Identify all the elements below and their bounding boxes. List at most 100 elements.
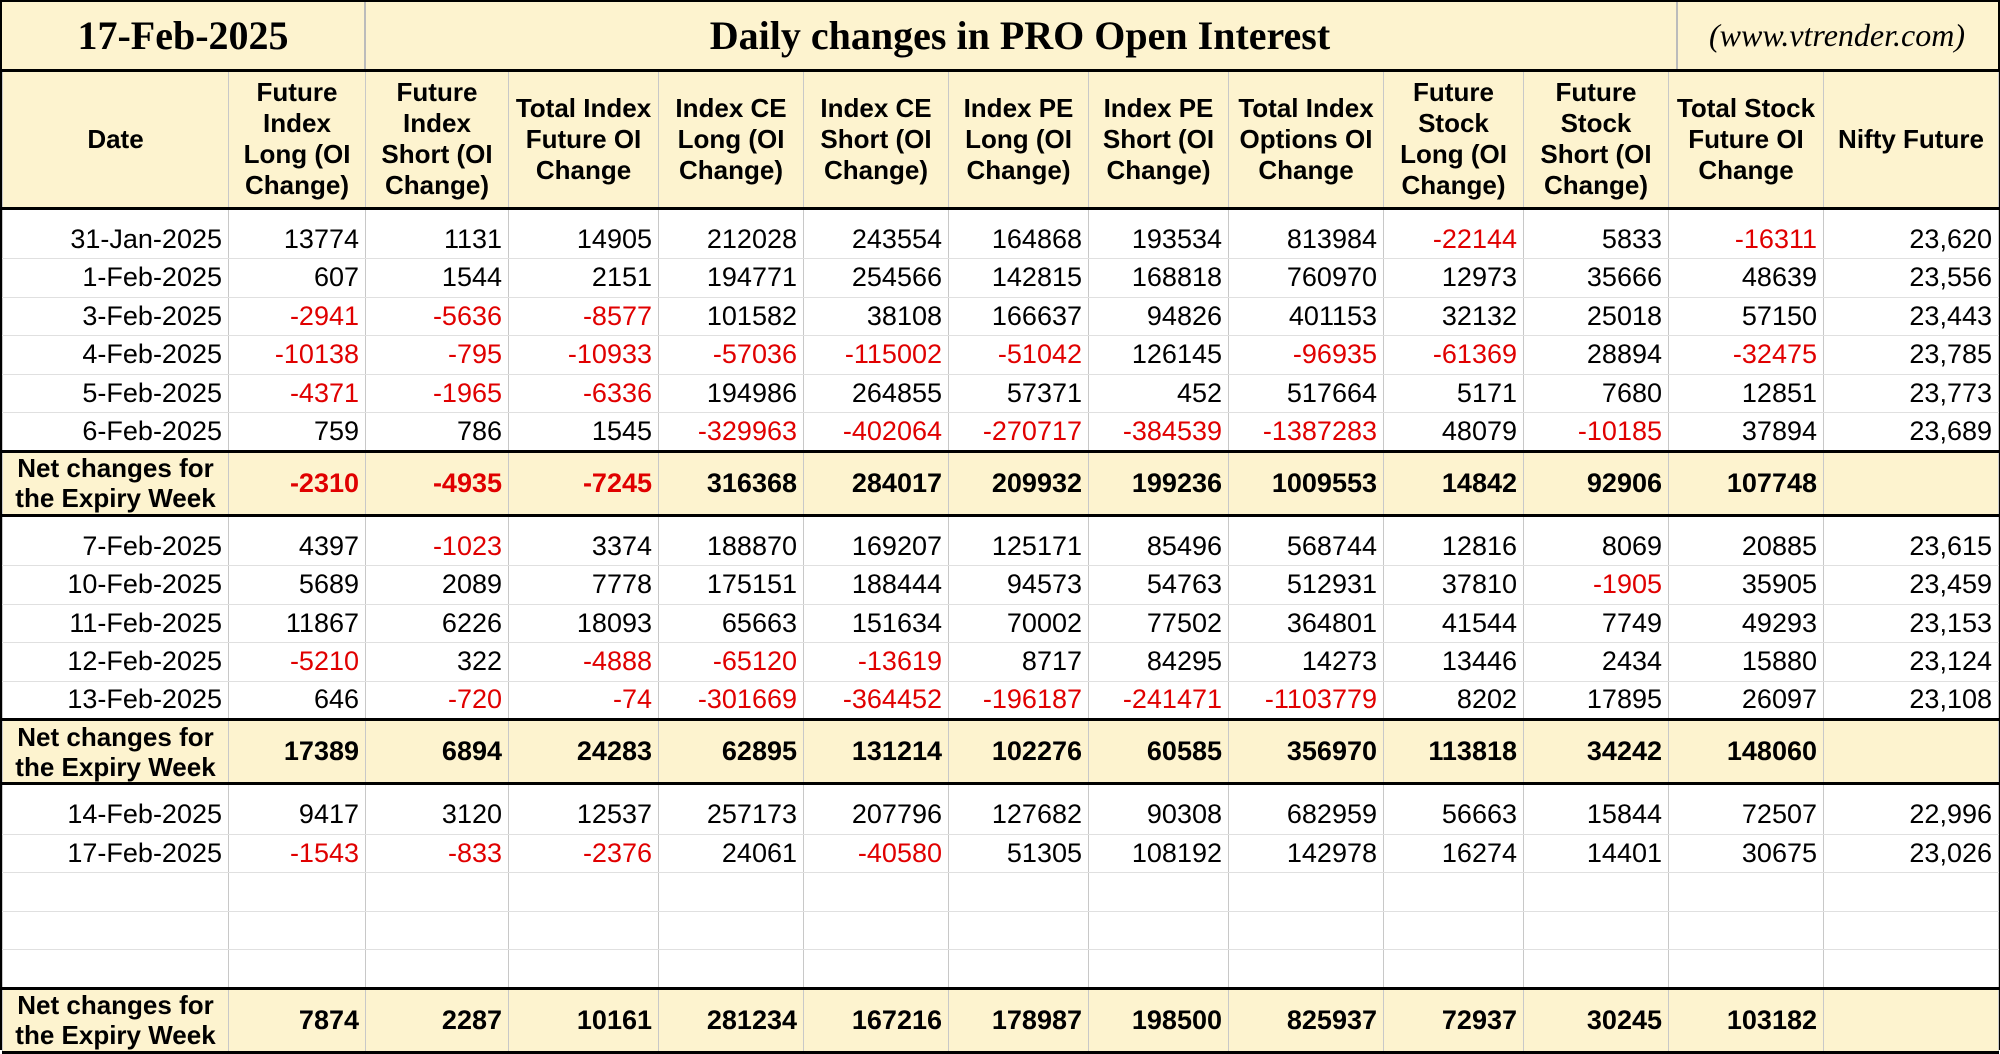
table-body: 31-Jan-2025 13774 1131 14905 212028 243554 164…	[2, 208, 1999, 1054]
row-date-cell: 14-Feb-2025	[2, 795, 229, 835]
empty-cell	[228, 949, 366, 989]
table-cell: 168818	[1088, 258, 1229, 298]
empty-cell	[948, 949, 1089, 989]
empty-cell	[1228, 949, 1384, 989]
table-cell: -384539	[1088, 412, 1229, 452]
empty-cell	[1088, 872, 1229, 912]
table-cell: -1023	[365, 527, 509, 566]
table-cell: -720	[365, 681, 509, 720]
report-title: Daily changes in PRO Open Interest	[364, 2, 1678, 69]
table-cell: 8069	[1523, 527, 1669, 566]
row-date-cell: 5-Feb-2025	[2, 374, 229, 413]
spacer-cell	[1523, 208, 1669, 220]
table-cell: 13774	[228, 220, 366, 259]
col-header-future-index-long: Future Index Long (OI Change)	[228, 72, 366, 210]
table-cell: 264855	[803, 374, 949, 413]
table-cell: 56663	[1383, 795, 1524, 835]
table-row: 10-Feb-2025 5689 2089 7778 175151 188444 94573…	[2, 565, 1999, 605]
net-change-cell	[1823, 449, 1999, 517]
table-cell: 207796	[803, 795, 949, 835]
table-cell: 646	[228, 681, 366, 720]
table-cell: 3374	[508, 527, 659, 566]
empty-row	[2, 949, 1999, 989]
table-cell: 760970	[1228, 258, 1384, 298]
col-header-index-pe-short: Index PE Short (OI Change)	[1088, 72, 1229, 210]
table-cell: 20885	[1668, 527, 1824, 566]
table-cell: 194986	[658, 374, 804, 413]
table-cell: 54763	[1088, 565, 1229, 605]
table-cell: 125171	[948, 527, 1089, 566]
net-changes-label: Net changes for the Expiry Week	[2, 449, 229, 517]
spacer-cell	[1383, 208, 1524, 220]
spacer-cell	[658, 515, 804, 527]
table-cell: 22,996	[1823, 795, 1999, 835]
net-change-cell: 281234	[658, 986, 804, 1054]
spacer-cell	[948, 208, 1089, 220]
table-cell: 28894	[1523, 335, 1669, 375]
table-cell: 188444	[803, 565, 949, 605]
table-cell: -1103779	[1228, 681, 1384, 720]
table-cell: 568744	[1228, 527, 1384, 566]
net-change-cell: 356970	[1228, 718, 1384, 785]
table-cell: 77502	[1088, 604, 1229, 643]
spacer-cell	[948, 515, 1089, 527]
spacer-cell	[948, 783, 1089, 796]
net-changes-row: Net changes for the Expiry Week -2310 -493…	[2, 449, 1999, 517]
table-cell: 175151	[658, 565, 804, 605]
table-cell: 2089	[365, 565, 509, 605]
table-row: 17-Feb-2025 -1543 -833 -2376 24061 -40580 5130…	[2, 834, 1999, 873]
empty-cell	[1088, 911, 1229, 950]
net-change-cell: 2287	[365, 986, 509, 1054]
table-cell: -5636	[365, 297, 509, 336]
table-cell: -32475	[1668, 335, 1824, 375]
table-cell: 126145	[1088, 335, 1229, 375]
net-change-cell: 107748	[1668, 449, 1824, 517]
net-changes-label: Net changes for the Expiry Week	[2, 718, 229, 785]
net-change-cell	[1823, 986, 1999, 1054]
spacer-row	[2, 515, 1999, 527]
table-cell: 8717	[948, 642, 1089, 682]
table-cell: 682959	[1228, 795, 1384, 835]
net-change-cell: 167216	[803, 986, 949, 1054]
table-cell: 32132	[1383, 297, 1524, 336]
table-cell: 517664	[1228, 374, 1384, 413]
spacer-cell	[803, 208, 949, 220]
net-change-cell: 131214	[803, 718, 949, 785]
table-cell: 108192	[1088, 834, 1229, 873]
table-cell: 12851	[1668, 374, 1824, 413]
col-header-index-ce-long: Index CE Long (OI Change)	[658, 72, 804, 210]
net-change-cell: 14842	[1383, 449, 1524, 517]
table-cell: 25018	[1523, 297, 1669, 336]
net-change-cell	[1823, 718, 1999, 785]
table-cell: -241471	[1088, 681, 1229, 720]
empty-cell	[1228, 872, 1384, 912]
table-cell: 14273	[1228, 642, 1384, 682]
table-cell: 169207	[803, 527, 949, 566]
table-cell: 364801	[1228, 604, 1384, 643]
oi-table: Date Future Index Long (OI Change) Futur…	[2, 72, 1999, 1054]
empty-cell	[1088, 949, 1229, 989]
table-row: 3-Feb-2025 -2941 -5636 -8577 101582 38108 1666…	[2, 297, 1999, 336]
spacer-cell	[803, 515, 949, 527]
table-cell: 23,108	[1823, 681, 1999, 720]
table-cell: -402064	[803, 412, 949, 452]
table-cell: 101582	[658, 297, 804, 336]
net-changes-label: Net changes for the Expiry Week	[2, 986, 229, 1054]
empty-cell	[228, 872, 366, 912]
table-cell: 16274	[1383, 834, 1524, 873]
col-header-date: Date	[2, 72, 229, 210]
table-cell: -16311	[1668, 220, 1824, 259]
table-cell: -10138	[228, 335, 366, 375]
col-header-index-pe-long: Index PE Long (OI Change)	[948, 72, 1089, 210]
spacer-cell	[2, 783, 229, 796]
net-change-cell: 316368	[658, 449, 804, 517]
col-header-future-stock-long: Future Stock Long (OI Change)	[1383, 72, 1524, 210]
report-date: 17-Feb-2025	[2, 2, 366, 69]
table-cell: -6336	[508, 374, 659, 413]
table-cell: 8202	[1383, 681, 1524, 720]
spacer-cell	[1228, 208, 1384, 220]
spacer-cell	[2, 208, 229, 220]
spacer-cell	[658, 783, 804, 796]
table-cell: 401153	[1228, 297, 1384, 336]
table-cell: 14905	[508, 220, 659, 259]
